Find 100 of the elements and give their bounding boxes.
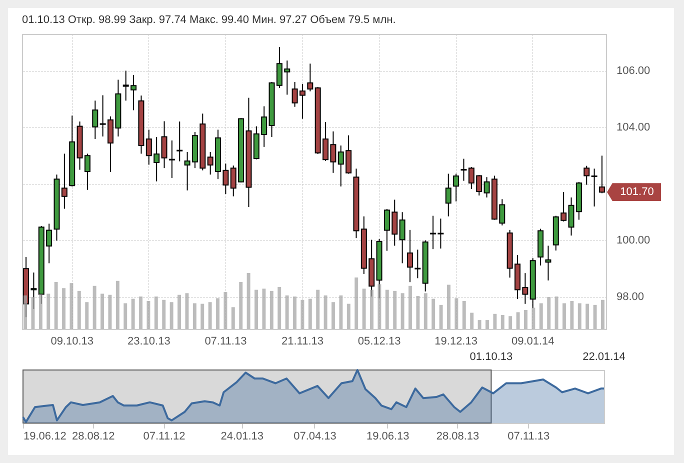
candlestick — [406, 229, 413, 283]
bar — [85, 302, 89, 329]
x-tick-label: 21.11.13 — [281, 336, 324, 348]
bar — [346, 304, 350, 329]
bar — [162, 300, 166, 329]
bar — [408, 286, 412, 329]
x-tick-label: 07.11.13 — [204, 336, 247, 348]
text: 22.01.14 — [582, 351, 626, 363]
candlestick — [445, 173, 452, 217]
bar — [439, 304, 443, 329]
y-tick-label: 104.00 — [616, 122, 650, 134]
candlestick — [545, 245, 552, 281]
bar — [524, 310, 528, 329]
x-tick-label: 09.10.13 — [50, 336, 94, 348]
bar — [192, 303, 196, 329]
bar — [354, 277, 358, 329]
text: 101.70 — [620, 186, 654, 198]
bar — [178, 294, 181, 329]
candlestick — [598, 155, 605, 194]
candlestick — [591, 168, 598, 207]
candlestick — [414, 249, 421, 279]
candlestick — [399, 212, 406, 264]
bar — [300, 300, 304, 329]
bar — [270, 290, 274, 329]
bar — [124, 303, 128, 329]
bar — [493, 314, 497, 329]
bar — [70, 283, 74, 329]
bar — [154, 296, 158, 329]
bar — [131, 298, 135, 329]
bar — [332, 302, 335, 329]
bar — [254, 290, 258, 329]
candlestick — [568, 196, 574, 236]
bar — [339, 295, 343, 329]
bar — [370, 290, 374, 329]
bar — [246, 273, 250, 329]
bar — [139, 296, 142, 329]
bar — [578, 303, 582, 329]
candlestick — [61, 153, 68, 210]
bar — [62, 288, 66, 329]
bar — [547, 297, 551, 329]
bar — [500, 315, 504, 329]
text: 01.10.13 — [470, 351, 513, 363]
bar — [393, 290, 397, 329]
x-tick-label: 07.11.12 — [143, 430, 186, 442]
bar — [278, 287, 282, 329]
bar — [116, 280, 120, 329]
candlestick — [168, 140, 175, 178]
x-tick-label: 07.04.13 — [294, 430, 336, 442]
bar — [31, 297, 35, 329]
bar — [185, 293, 189, 329]
bar — [231, 307, 235, 329]
candlestick — [453, 173, 460, 202]
bar — [554, 296, 558, 329]
bar — [432, 298, 436, 329]
bar — [146, 301, 150, 329]
bar — [539, 303, 543, 329]
bar — [600, 300, 604, 329]
bar — [100, 294, 104, 329]
bar — [308, 298, 312, 329]
bar — [262, 288, 266, 329]
chart-title: 01.10.13 Откр. 98.99 Закр. 97.74 Макс. 99.40 Мин. 97.27 Объем 79.5 млн. — [22, 14, 396, 26]
candlestick — [176, 121, 183, 162]
bar — [532, 308, 536, 329]
x-tick-label: 23.10.13 — [127, 336, 170, 348]
x-tick-label: 24.01.13 — [220, 430, 264, 442]
candlestick — [584, 165, 590, 186]
bar — [470, 312, 474, 329]
candlestick — [307, 63, 314, 92]
bar — [516, 312, 520, 329]
bar — [293, 296, 296, 329]
x-tick-label: 05.12.13 — [358, 336, 401, 348]
candlestick — [92, 100, 98, 140]
bar — [486, 320, 489, 329]
bar — [46, 294, 50, 329]
bar — [424, 293, 428, 329]
bar — [200, 304, 204, 329]
bar — [316, 290, 320, 329]
x-tick-label: 28.08.12 — [72, 430, 115, 442]
y-tick-label: 98.00 — [616, 291, 644, 304]
x-tick-label: 19.06.13 — [366, 430, 410, 442]
candlestick — [460, 158, 467, 182]
x-tick-label: 19.12.13 — [434, 336, 478, 348]
y-tick-label: 106.00 — [616, 65, 650, 78]
x-tick-label: 28.08.13 — [436, 430, 480, 442]
bar — [478, 320, 482, 329]
bar — [239, 282, 243, 329]
bar — [454, 298, 458, 329]
bar — [208, 302, 212, 329]
bar — [462, 301, 466, 329]
bar — [324, 295, 328, 329]
bar — [362, 288, 366, 329]
bar — [92, 286, 96, 329]
candlestick — [161, 120, 168, 169]
bar — [77, 290, 81, 329]
bar — [285, 295, 289, 329]
bar — [108, 294, 112, 329]
bar — [378, 284, 382, 329]
bar — [562, 303, 566, 329]
x-tick-label: 07.11.13 — [508, 430, 550, 442]
bar — [447, 284, 450, 329]
